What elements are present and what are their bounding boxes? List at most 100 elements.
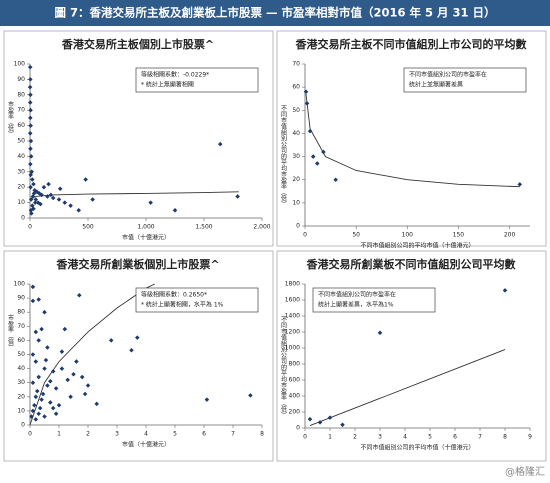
- annotation-box: [403, 67, 527, 93]
- y-tick-label: 60: [292, 84, 300, 91]
- y-tick-label: 100: [14, 61, 26, 68]
- y-tick-label: 40: [17, 365, 25, 372]
- data-point: [79, 374, 85, 380]
- x-tick-label: 3: [115, 431, 119, 438]
- x-tick-label: 3: [378, 434, 382, 441]
- data-point: [315, 161, 320, 166]
- y-tick-label: 10: [17, 407, 25, 414]
- data-point: [36, 297, 41, 302]
- y-tick-label: 40: [292, 130, 300, 137]
- data-point: [76, 208, 81, 213]
- data-point: [327, 415, 333, 420]
- x-tick-label: 50: [352, 232, 360, 239]
- data-point: [340, 422, 345, 428]
- data-point: [204, 397, 210, 402]
- panel: [3, 30, 274, 247]
- data-point: [36, 411, 41, 416]
- chart-title: 香港交易所主板不同市值組別上市公司的平均數: [295, 37, 527, 51]
- data-point: [31, 206, 36, 212]
- data-point: [28, 77, 33, 82]
- y-tick-label: 0: [21, 422, 25, 429]
- data-point: [135, 335, 140, 340]
- data-point: [30, 298, 36, 304]
- y-axis-label: 市盈率（倍）: [7, 100, 14, 137]
- x-axis-label: 市值（十億港元）: [122, 234, 170, 242]
- annotation-text: * 統計上無顯著相關: [141, 81, 194, 89]
- data-point: [45, 345, 50, 350]
- data-point: [33, 394, 39, 400]
- y-tick-label: 70: [17, 107, 25, 114]
- x-tick-label: 100: [402, 232, 414, 239]
- data-point: [90, 197, 95, 202]
- y-tick-label: 600: [289, 377, 301, 384]
- x-axis-label: 市值（十億港元）: [122, 441, 170, 449]
- data-point: [28, 138, 34, 144]
- data-point: [33, 417, 39, 422]
- data-point: [45, 383, 50, 388]
- data-point: [333, 177, 338, 182]
- y-tick-label: 0: [296, 425, 300, 432]
- data-point: [27, 84, 33, 90]
- annotation-text: 統計上並無顯著差異: [409, 81, 463, 89]
- watermark: @格隆汇: [505, 465, 545, 478]
- data-point: [129, 348, 134, 353]
- y-tick-label: 1600: [285, 297, 300, 304]
- data-point: [502, 288, 508, 293]
- data-point: [59, 349, 65, 354]
- data-point: [74, 359, 79, 364]
- chart-title: 香港交易所創業板個別上市股票^: [55, 257, 219, 271]
- data-point: [62, 326, 68, 332]
- x-tick-label: 9: [528, 434, 532, 441]
- data-point: [39, 326, 44, 332]
- data-point: [36, 374, 41, 380]
- y-tick-label: 30: [292, 153, 300, 160]
- annotation-text: 不同市值組別公司的市盈率在: [318, 291, 396, 299]
- y-tick-label: 70: [292, 61, 300, 68]
- data-point: [65, 377, 70, 383]
- data-point: [94, 401, 99, 407]
- data-point: [30, 380, 36, 385]
- y-tick-label: 60: [17, 122, 25, 129]
- panel: [276, 250, 547, 462]
- data-point: [41, 184, 47, 190]
- data-point: [304, 101, 310, 106]
- data-point: [248, 393, 253, 398]
- data-point: [34, 388, 40, 394]
- chart-title: 香港交易所創業板不同市值組別公司平均數: [306, 257, 516, 271]
- annotation-text: 等級相關系數：0.2650*: [141, 291, 207, 299]
- data-point: [77, 293, 82, 298]
- data-point: [517, 182, 523, 187]
- data-point: [85, 383, 91, 388]
- data-point: [30, 352, 36, 357]
- data-point: [28, 115, 33, 121]
- y-tick-label: 90: [17, 76, 25, 83]
- data-point: [43, 357, 49, 363]
- data-point: [377, 330, 383, 336]
- x-tick-label: 6: [202, 431, 206, 438]
- panel: [276, 30, 547, 247]
- data-point: [31, 181, 36, 187]
- y-tick-label: 800: [289, 361, 301, 368]
- x-tick-label: 1: [328, 434, 332, 441]
- data-point: [39, 192, 44, 198]
- y-tick-label: 70: [17, 323, 25, 330]
- x-tick-label: 1,000: [137, 224, 154, 231]
- annotation-box: [135, 67, 259, 93]
- y-tick-label: 1000: [285, 345, 300, 352]
- data-point: [28, 107, 33, 113]
- x-tick-label: 2: [86, 431, 90, 438]
- x-tick-label: 0: [303, 434, 307, 441]
- data-point: [57, 186, 63, 192]
- x-tick-label: 7: [231, 431, 235, 438]
- data-point: [217, 141, 223, 147]
- x-tick-label: 7: [478, 434, 482, 441]
- data-point: [33, 359, 39, 364]
- data-point: [27, 64, 33, 70]
- y-tick-label: 1400: [285, 313, 300, 320]
- y-tick-label: 20: [17, 184, 25, 191]
- data-point: [82, 391, 88, 397]
- x-tick-label: 150: [453, 232, 465, 239]
- data-point: [45, 194, 50, 199]
- data-point: [37, 405, 43, 411]
